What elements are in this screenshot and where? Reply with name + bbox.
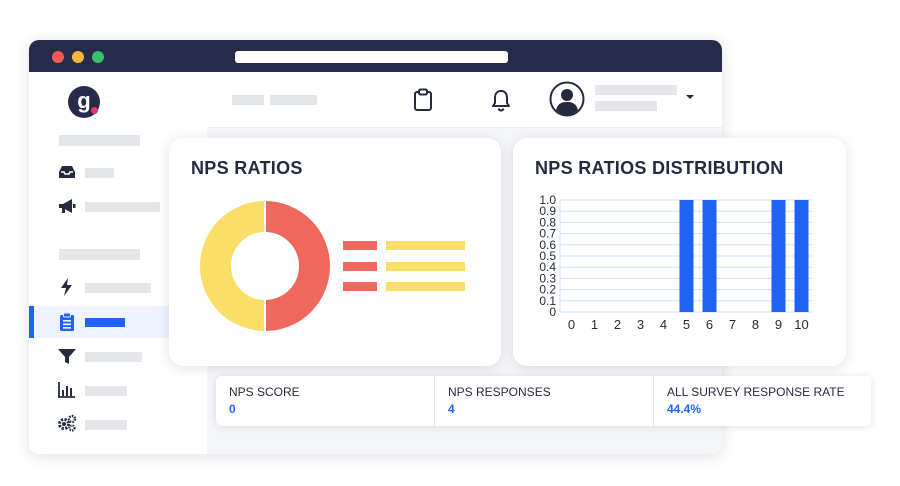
- stat-nps-responses: NPS RESPONSES 4: [435, 376, 652, 426]
- x-tick-label: 9: [775, 317, 782, 332]
- stat-value: 44.4%: [667, 402, 702, 416]
- stat-divider: [653, 376, 654, 426]
- clipboard-icon[interactable]: [412, 88, 434, 112]
- bar-10: [794, 200, 809, 312]
- nps-distribution-card: NPS RATIOS DISTRIBUTION 0 0.1 0.2 0.3 0.4 0.5…: [513, 138, 846, 366]
- stat-response-rate: ALL SURVEY RESPONSE RATE 44.4%: [654, 376, 871, 426]
- maximize-window-button[interactable]: [92, 51, 104, 63]
- legend-swatch-red: [343, 262, 377, 271]
- y-tick-label: 0.6: [539, 238, 556, 252]
- sidebar-item-label[interactable]: [85, 168, 114, 178]
- title-bar: [29, 40, 722, 72]
- nps-distribution-title: NPS RATIOS DISTRIBUTION: [535, 158, 784, 178]
- stat-label: ALL SURVEY RESPONSE RATE: [667, 385, 845, 399]
- y-tick-label: 1.0: [539, 193, 556, 207]
- sidebar-section-header: [59, 249, 140, 260]
- y-tick-label: 0.2: [539, 283, 556, 297]
- x-tick-label: 2: [614, 317, 621, 332]
- chevron-down-icon[interactable]: [685, 93, 695, 101]
- legend-swatch-red: [343, 241, 377, 250]
- x-tick-label: 8: [752, 317, 759, 332]
- y-tick-label: 0.7: [539, 227, 556, 241]
- bar-6: [702, 200, 717, 312]
- x-tick-label: 10: [794, 317, 808, 332]
- legend-label-placeholder: [386, 241, 465, 250]
- stats-bar: NPS SCORE 0 NPS RESPONSES 4 ALL SURVEY R…: [216, 376, 871, 426]
- sidebar-section-header: [59, 135, 140, 146]
- x-tick-label: 3: [637, 317, 644, 332]
- x-tick-label: 0: [568, 317, 575, 332]
- megaphone-icon[interactable]: [57, 196, 77, 216]
- gears-icon[interactable]: [57, 413, 77, 433]
- x-tick-label: 7: [729, 317, 736, 332]
- y-tick-label: 0.3: [539, 271, 556, 285]
- bar-5: [679, 200, 694, 312]
- filter-icon[interactable]: [57, 346, 77, 366]
- logo-dot: [91, 107, 98, 114]
- legend-label-placeholder: [386, 262, 465, 271]
- x-tick-label: 6: [706, 317, 713, 332]
- stat-nps-score: NPS SCORE 0: [216, 376, 434, 426]
- stat-value: 4: [448, 402, 455, 416]
- stat-label: NPS RESPONSES: [448, 385, 551, 399]
- sidebar-item-label[interactable]: [85, 202, 160, 212]
- clipboard-list-icon[interactable]: [57, 312, 77, 332]
- nps-ratios-donut: [199, 200, 331, 332]
- donut-slice-0: [264, 200, 331, 332]
- nps-distribution-chart: 00.10.20.30.40.50.60.70.80.91.00 1 2 3 4 5 6 7 8…: [539, 193, 813, 332]
- y-tick-label: 0.9: [539, 204, 556, 218]
- user-name-placeholder: [595, 85, 677, 95]
- nps-ratios-title: NPS RATIOS: [191, 158, 303, 178]
- sidebar-item-label[interactable]: [85, 352, 142, 362]
- app-logo[interactable]: g: [68, 86, 100, 118]
- y-tick-label: 0.4: [539, 260, 556, 274]
- stat-value: 0: [229, 402, 236, 416]
- stat-divider: [434, 376, 435, 426]
- close-window-button[interactable]: [52, 51, 64, 63]
- user-role-placeholder: [595, 101, 657, 111]
- top-bar: [207, 72, 722, 128]
- y-tick-label: 0.1: [539, 294, 556, 308]
- sidebar-item-label[interactable]: [85, 386, 127, 396]
- breadcrumb-placeholder: [270, 95, 317, 105]
- bar-9: [771, 200, 786, 312]
- breadcrumb-placeholder: [232, 95, 264, 105]
- x-tick-label: 5: [683, 317, 690, 332]
- y-tick-label: 0.8: [539, 215, 556, 229]
- donut-slice-1: [199, 200, 266, 332]
- user-avatar-icon[interactable]: [549, 81, 585, 117]
- sidebar-item-label[interactable]: [85, 283, 151, 293]
- active-indicator: [29, 306, 34, 338]
- x-tick-label: 1: [591, 317, 598, 332]
- address-bar[interactable]: [235, 51, 508, 63]
- legend-label-placeholder: [386, 282, 465, 291]
- bell-icon[interactable]: [490, 88, 512, 112]
- sidebar-item-label[interactable]: [85, 420, 127, 430]
- stat-label: NPS SCORE: [229, 385, 300, 399]
- sidebar-item-label-active[interactable]: [85, 318, 125, 327]
- bar-chart-icon[interactable]: [57, 380, 77, 400]
- y-tick-label: 0.5: [539, 249, 556, 263]
- lightning-icon[interactable]: [57, 277, 77, 297]
- nps-ratios-card: NPS RATIOS: [169, 138, 501, 366]
- inbox-icon[interactable]: [57, 162, 77, 182]
- y-tick-label: 0: [549, 305, 556, 319]
- minimize-window-button[interactable]: [72, 51, 84, 63]
- x-tick-label: 4: [660, 317, 667, 332]
- legend-swatch-red: [343, 282, 377, 291]
